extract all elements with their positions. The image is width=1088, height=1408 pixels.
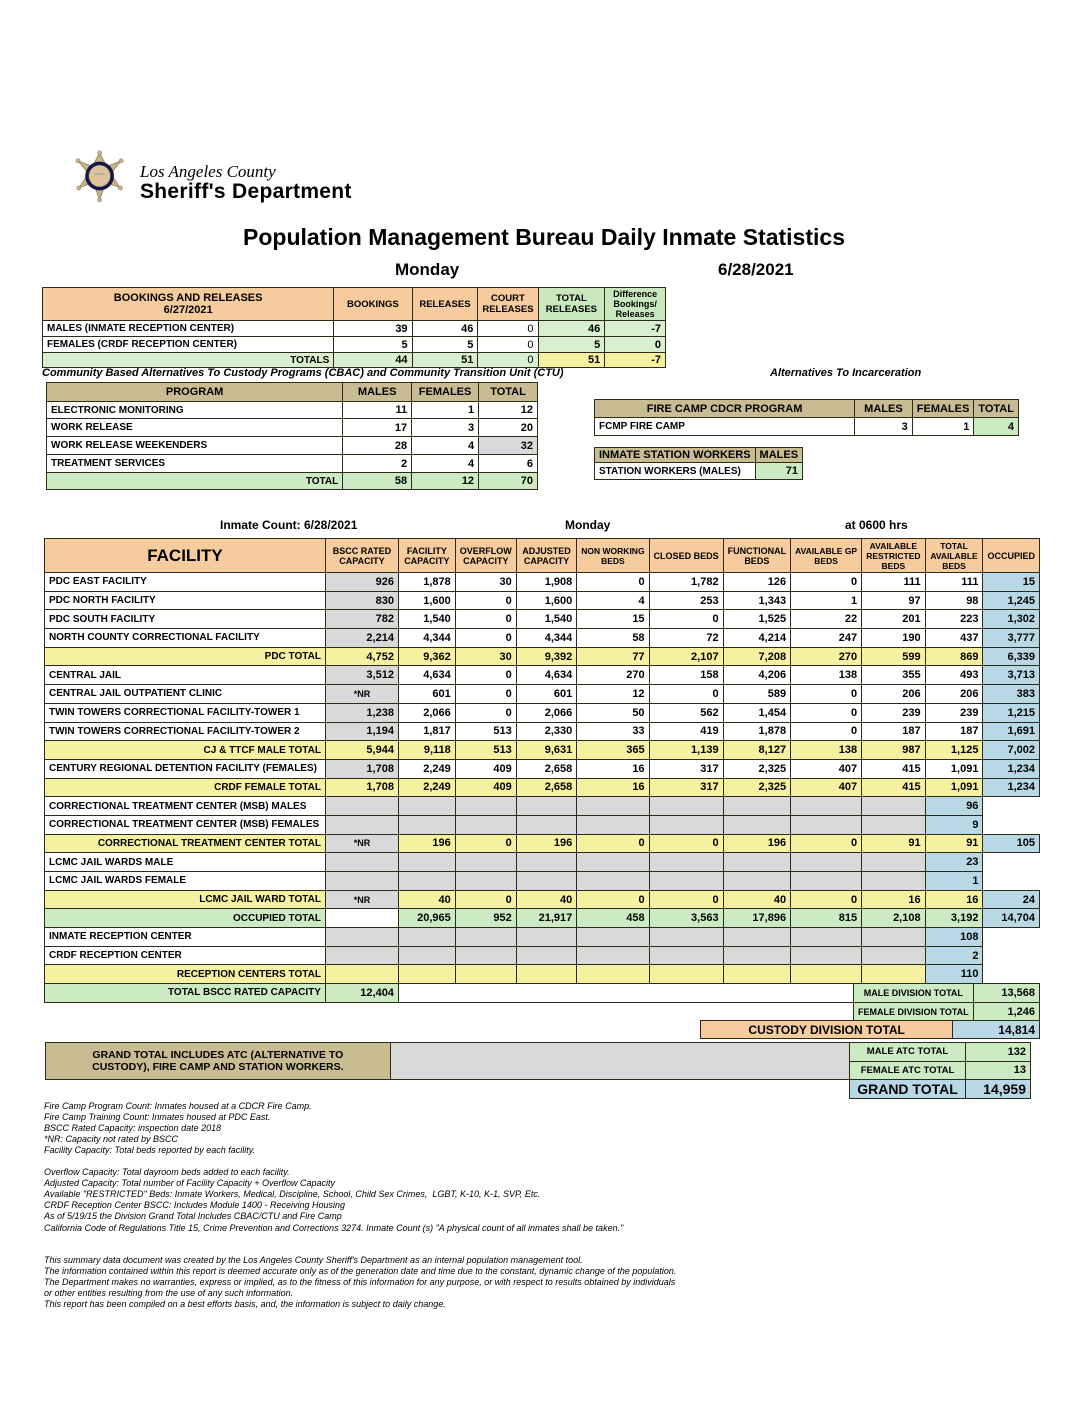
svg-text:SHERIFF: SHERIFF	[94, 172, 105, 176]
